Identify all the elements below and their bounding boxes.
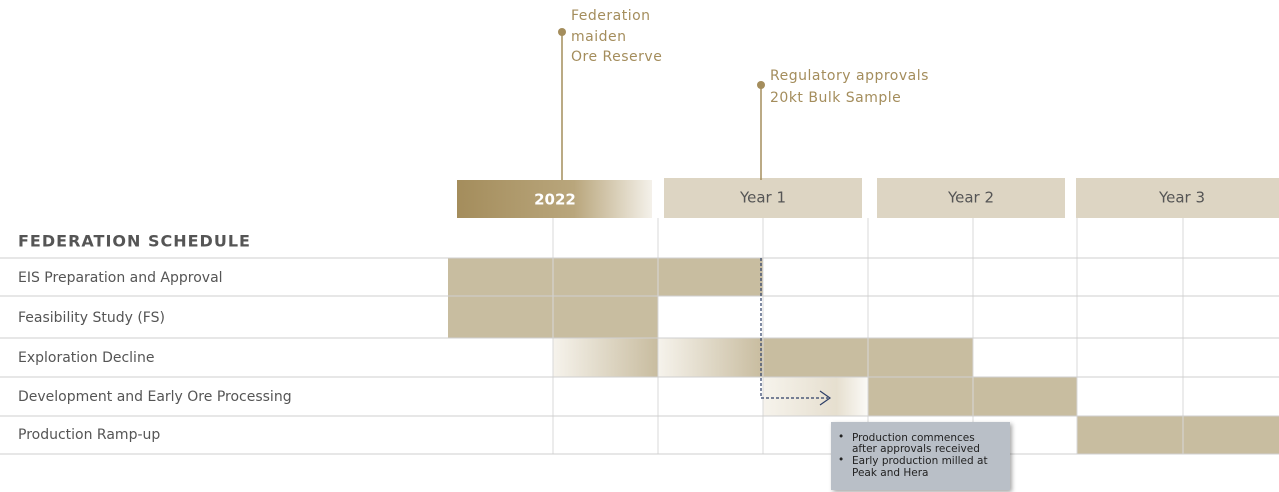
milestone-label: Regulatory approvals	[770, 68, 929, 84]
schedule-cell	[868, 338, 973, 377]
schedule-cell	[553, 258, 658, 296]
schedule-cell	[868, 377, 973, 416]
note-text: after approvals received	[852, 443, 980, 455]
schedule-cell	[1077, 416, 1183, 454]
arrow-head	[819, 390, 832, 406]
row-label: Production Ramp-up	[18, 427, 160, 443]
dependency-arrow	[760, 258, 828, 399]
schedule-cell	[763, 338, 868, 377]
schedule-cell	[658, 338, 763, 377]
period-header	[664, 178, 862, 218]
period-label: Year 1	[739, 189, 786, 207]
period-label: 2022	[534, 191, 576, 209]
bullet: •	[838, 431, 844, 443]
period-header	[877, 178, 1065, 218]
milestone-label: 20kt Bulk Sample	[770, 90, 901, 106]
row-label: Development and Early Ore Processing	[18, 389, 292, 405]
grid	[0, 218, 1279, 455]
milestone-dot	[757, 81, 765, 89]
row-label: EIS Preparation and Approval	[18, 270, 223, 286]
note-box	[831, 422, 1010, 490]
milestone-label: Ore Reserve	[571, 49, 662, 65]
period-label: Year 3	[1158, 189, 1205, 207]
milestone-label: maiden	[571, 29, 626, 45]
period-header	[1076, 178, 1279, 218]
schedule-cell	[763, 377, 868, 416]
period-header	[457, 180, 652, 218]
bullet: •	[838, 454, 844, 466]
milestone-dot	[558, 28, 566, 36]
schedule-title: FEDERATION SCHEDULE	[18, 232, 251, 251]
note-text: Peak and Hera	[852, 467, 928, 479]
period-label: Year 2	[947, 189, 994, 207]
row-label: Exploration Decline	[18, 350, 154, 366]
schedule-cell	[973, 377, 1077, 416]
schedule-cell	[448, 258, 553, 296]
row-label: Feasibility Study (FS)	[18, 310, 165, 326]
schedule-cell	[658, 258, 763, 296]
schedule-cell	[553, 296, 658, 338]
schedule-cell	[448, 296, 553, 338]
note-text: Production commences	[852, 432, 975, 444]
note-text: Early production milled at	[852, 455, 988, 467]
milestone-label: Federation	[571, 8, 651, 24]
schedule-cell	[1183, 416, 1279, 454]
schedule-cell	[553, 338, 658, 377]
